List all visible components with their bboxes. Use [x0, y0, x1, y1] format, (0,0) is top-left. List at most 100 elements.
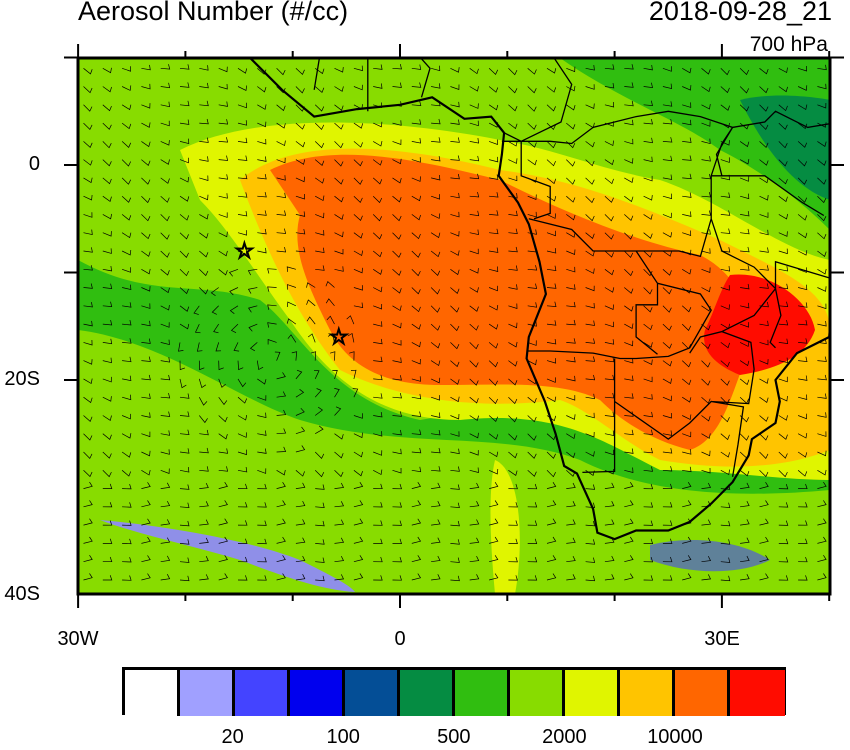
- wind-barb: [83, 433, 93, 441]
- wind-barb: [759, 536, 769, 544]
- wind-barb: [527, 265, 538, 271]
- wind-barb: [373, 286, 383, 293]
- wind-barb: [121, 413, 132, 420]
- wind-barb: [179, 502, 190, 508]
- wind-barb: [508, 470, 518, 476]
- wind-barb: [817, 338, 827, 345]
- wind-barb: [102, 320, 113, 326]
- wind-barb: [372, 177, 383, 185]
- wind-barb: [739, 176, 750, 182]
- wind-barb: [199, 100, 209, 107]
- wind-barb: [373, 412, 383, 418]
- wind-barb: [488, 104, 499, 111]
- wind-barb: [682, 137, 692, 143]
- wind-barb: [237, 432, 247, 438]
- wind-barb: [469, 432, 479, 439]
- wind-barb: [373, 338, 383, 345]
- wind-barb: [778, 320, 789, 326]
- wind-barb: [662, 232, 673, 238]
- wind-barb: [431, 137, 441, 143]
- wind-barb: [662, 448, 673, 454]
- wind-barb: [411, 100, 422, 106]
- wind-barb: [624, 305, 634, 312]
- wind-barb: [121, 451, 132, 458]
- wind-barb: [122, 284, 132, 291]
- wind-barb: [353, 500, 364, 508]
- wind-barb: [720, 323, 730, 330]
- wind-barb: [306, 282, 316, 288]
- wind-barb: [759, 573, 769, 581]
- wind-barb: [373, 141, 383, 147]
- wind-barb: [566, 159, 576, 167]
- wind-barb: [141, 412, 151, 418]
- wind-barb: [643, 137, 653, 144]
- wind-barb: [469, 210, 480, 217]
- wind-barb: [643, 82, 653, 89]
- wind-barb: [797, 65, 807, 72]
- wind-barb: [430, 287, 441, 295]
- wind-barb: [682, 396, 692, 403]
- wind-barb: [160, 177, 170, 184]
- wind-barb: [508, 141, 518, 147]
- wind-barb: [682, 67, 692, 74]
- wind-barb: [624, 82, 634, 88]
- wind-barb: [739, 322, 750, 328]
- wind-barb: [229, 305, 239, 314]
- wind-barb: [372, 195, 383, 204]
- wind-barb: [411, 323, 421, 330]
- wind-barb: [198, 378, 207, 389]
- wind-barb: [817, 195, 827, 204]
- wind-barb: [315, 230, 325, 236]
- star-marker: [327, 325, 350, 347]
- wind-barb: [199, 137, 209, 143]
- wind-barb: [392, 269, 402, 276]
- wind-barb: [739, 415, 750, 423]
- wind-barb: [199, 574, 209, 581]
- wind-barb: [257, 483, 267, 490]
- wind-barb: [160, 357, 171, 363]
- wind-barb: [566, 122, 576, 130]
- wind-barb: [411, 82, 422, 88]
- wind-barb: [257, 247, 267, 254]
- wind-barb: [662, 483, 673, 490]
- wind-barb: [682, 482, 692, 489]
- wind-barb: [179, 378, 187, 389]
- wind-barb: [508, 210, 518, 217]
- wind-barb: [604, 304, 614, 311]
- wind-barb: [546, 518, 557, 526]
- wind-barb: [469, 229, 479, 236]
- wind-barb: [373, 269, 383, 275]
- wind-barb: [353, 159, 363, 167]
- wind-barb: [469, 482, 480, 489]
- wind-barb: [817, 412, 827, 418]
- wind-barb: [411, 500, 422, 508]
- wind-barb: [314, 159, 325, 166]
- wind-barb: [411, 176, 421, 182]
- wind-barb: [778, 86, 788, 93]
- wind-barb: [353, 573, 364, 581]
- wind-barb: [624, 269, 634, 277]
- wind-barb: [643, 195, 653, 201]
- wind-barb: [179, 393, 190, 399]
- wind-barb: [267, 339, 277, 345]
- wind-barb: [83, 86, 93, 94]
- wind-barb: [701, 121, 711, 127]
- wind-barb: [759, 229, 769, 236]
- wind-barb: [778, 141, 788, 149]
- wind-barb: [662, 66, 672, 72]
- wind-barb: [237, 483, 248, 490]
- wind-barb: [411, 411, 422, 417]
- wind-barb: [295, 426, 306, 435]
- wind-barb: [701, 138, 711, 145]
- wind-barb: [199, 287, 209, 295]
- wind-barb: [720, 539, 731, 545]
- wind-barb: [179, 467, 190, 473]
- wind-barb: [450, 173, 460, 180]
- wind-barb: [624, 214, 634, 221]
- wind-barb: [739, 341, 750, 347]
- wind-barb: [160, 500, 171, 508]
- wind-barb: [431, 65, 441, 72]
- wind-barb: [469, 396, 479, 404]
- wind-barb: [276, 409, 287, 416]
- wind-barb: [585, 539, 596, 545]
